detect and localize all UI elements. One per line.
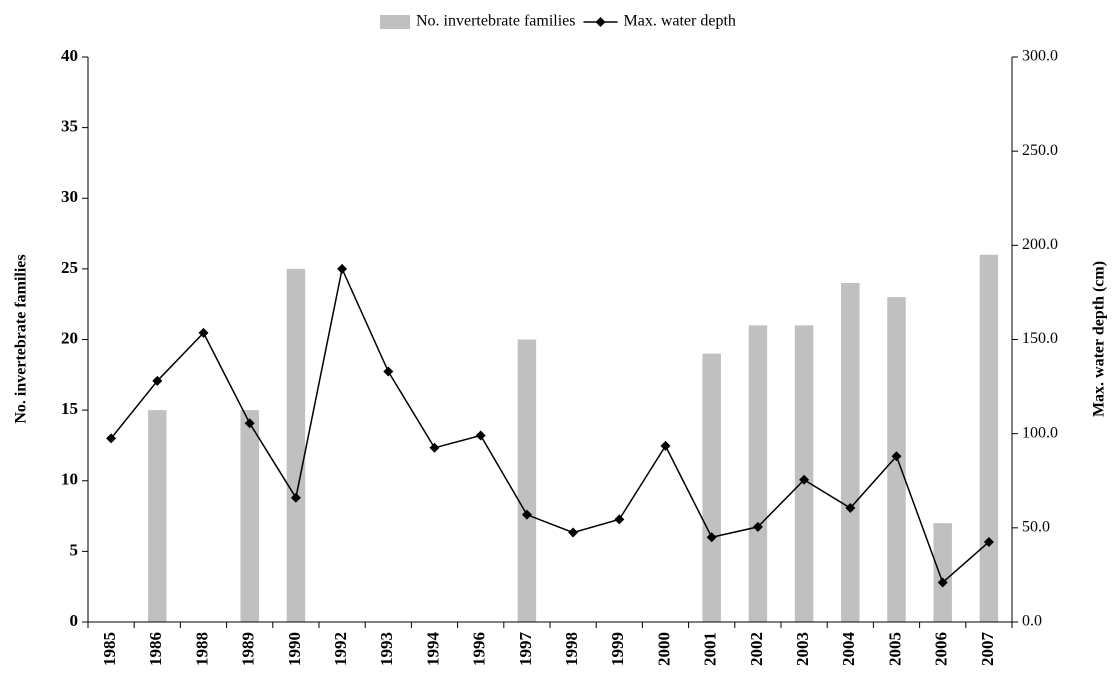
marker bbox=[521, 509, 532, 520]
x-tick-label: 2007 bbox=[978, 632, 997, 667]
marker bbox=[799, 474, 810, 485]
bar bbox=[286, 268, 306, 622]
legend-label: Max. water depth bbox=[624, 13, 736, 30]
bar bbox=[517, 339, 537, 622]
x-tick-label: 2002 bbox=[747, 632, 766, 666]
y-axis-title: No. invertebrate families bbox=[13, 254, 30, 423]
marker bbox=[983, 536, 994, 547]
x-tick-label: 1989 bbox=[239, 632, 258, 666]
x-tick-label: 2001 bbox=[701, 632, 720, 666]
x-tick-label: 1999 bbox=[608, 632, 627, 666]
marker bbox=[891, 451, 902, 462]
y-tick-label: 30 bbox=[61, 187, 78, 206]
x-tick-label: 2000 bbox=[654, 632, 673, 666]
legend-marker bbox=[595, 17, 606, 27]
y-tick-label: 40 bbox=[61, 46, 78, 65]
y-tick-label: 25 bbox=[61, 258, 78, 277]
y-tick-label: 10 bbox=[61, 470, 78, 489]
x-tick-label: 1988 bbox=[192, 632, 211, 666]
legend-label: No. invertebrate families bbox=[416, 13, 576, 30]
y-tick-label: 20 bbox=[61, 328, 78, 347]
y2-tick-label: 300.0 bbox=[1022, 48, 1058, 65]
marker bbox=[244, 418, 255, 429]
x-tick-label: 1994 bbox=[423, 632, 442, 667]
marker bbox=[660, 440, 671, 451]
bar bbox=[933, 523, 952, 622]
x-tick-label: 1990 bbox=[285, 632, 304, 666]
bar bbox=[841, 283, 860, 622]
marker bbox=[152, 375, 163, 386]
x-tick-label: 1986 bbox=[146, 632, 165, 666]
marker bbox=[845, 503, 856, 514]
bar bbox=[979, 254, 999, 622]
y2-tick-label: 100.0 bbox=[1022, 424, 1058, 441]
marker bbox=[568, 527, 579, 538]
x-tick-label: 2005 bbox=[885, 632, 904, 666]
bar bbox=[748, 325, 768, 622]
y-tick-label: 5 bbox=[70, 540, 79, 559]
marker bbox=[429, 442, 440, 453]
marker bbox=[383, 366, 394, 377]
x-tick-label: 1992 bbox=[331, 632, 350, 666]
bar bbox=[702, 353, 721, 622]
marker bbox=[706, 532, 717, 543]
marker bbox=[475, 430, 486, 441]
marker bbox=[614, 514, 625, 525]
marker bbox=[937, 577, 948, 588]
x-tick-label: 1985 bbox=[100, 632, 119, 666]
y2-tick-label: 0.0 bbox=[1022, 613, 1042, 630]
line bbox=[110, 266, 990, 584]
bar bbox=[240, 410, 259, 622]
y2-tick-label: 150.0 bbox=[1022, 330, 1058, 347]
x-tick-label: 1996 bbox=[470, 632, 489, 666]
y2-tick-label: 200.0 bbox=[1022, 236, 1058, 253]
bar bbox=[148, 410, 167, 622]
x-tick-label: 1998 bbox=[562, 632, 581, 666]
marker bbox=[337, 263, 348, 274]
legend-swatch bbox=[380, 15, 410, 29]
marker bbox=[106, 433, 117, 444]
x-tick-label: 2003 bbox=[793, 632, 812, 666]
x-tick-label: 2004 bbox=[839, 632, 858, 667]
marker bbox=[290, 492, 301, 503]
y2-tick-label: 50.0 bbox=[1022, 519, 1050, 536]
bar bbox=[794, 325, 814, 622]
x-tick-label: 2006 bbox=[932, 632, 951, 666]
y-tick-label: 15 bbox=[61, 399, 78, 418]
marker bbox=[198, 327, 209, 338]
y-tick-label: 0 bbox=[70, 611, 79, 630]
y2-axis-title: Max. water depth (cm) bbox=[1091, 261, 1108, 417]
x-tick-label: 1993 bbox=[377, 632, 396, 666]
x-tick-label: 1997 bbox=[516, 632, 535, 667]
y2-tick-label: 250.0 bbox=[1022, 142, 1058, 159]
marker bbox=[752, 521, 763, 532]
y-tick-label: 35 bbox=[61, 117, 78, 136]
